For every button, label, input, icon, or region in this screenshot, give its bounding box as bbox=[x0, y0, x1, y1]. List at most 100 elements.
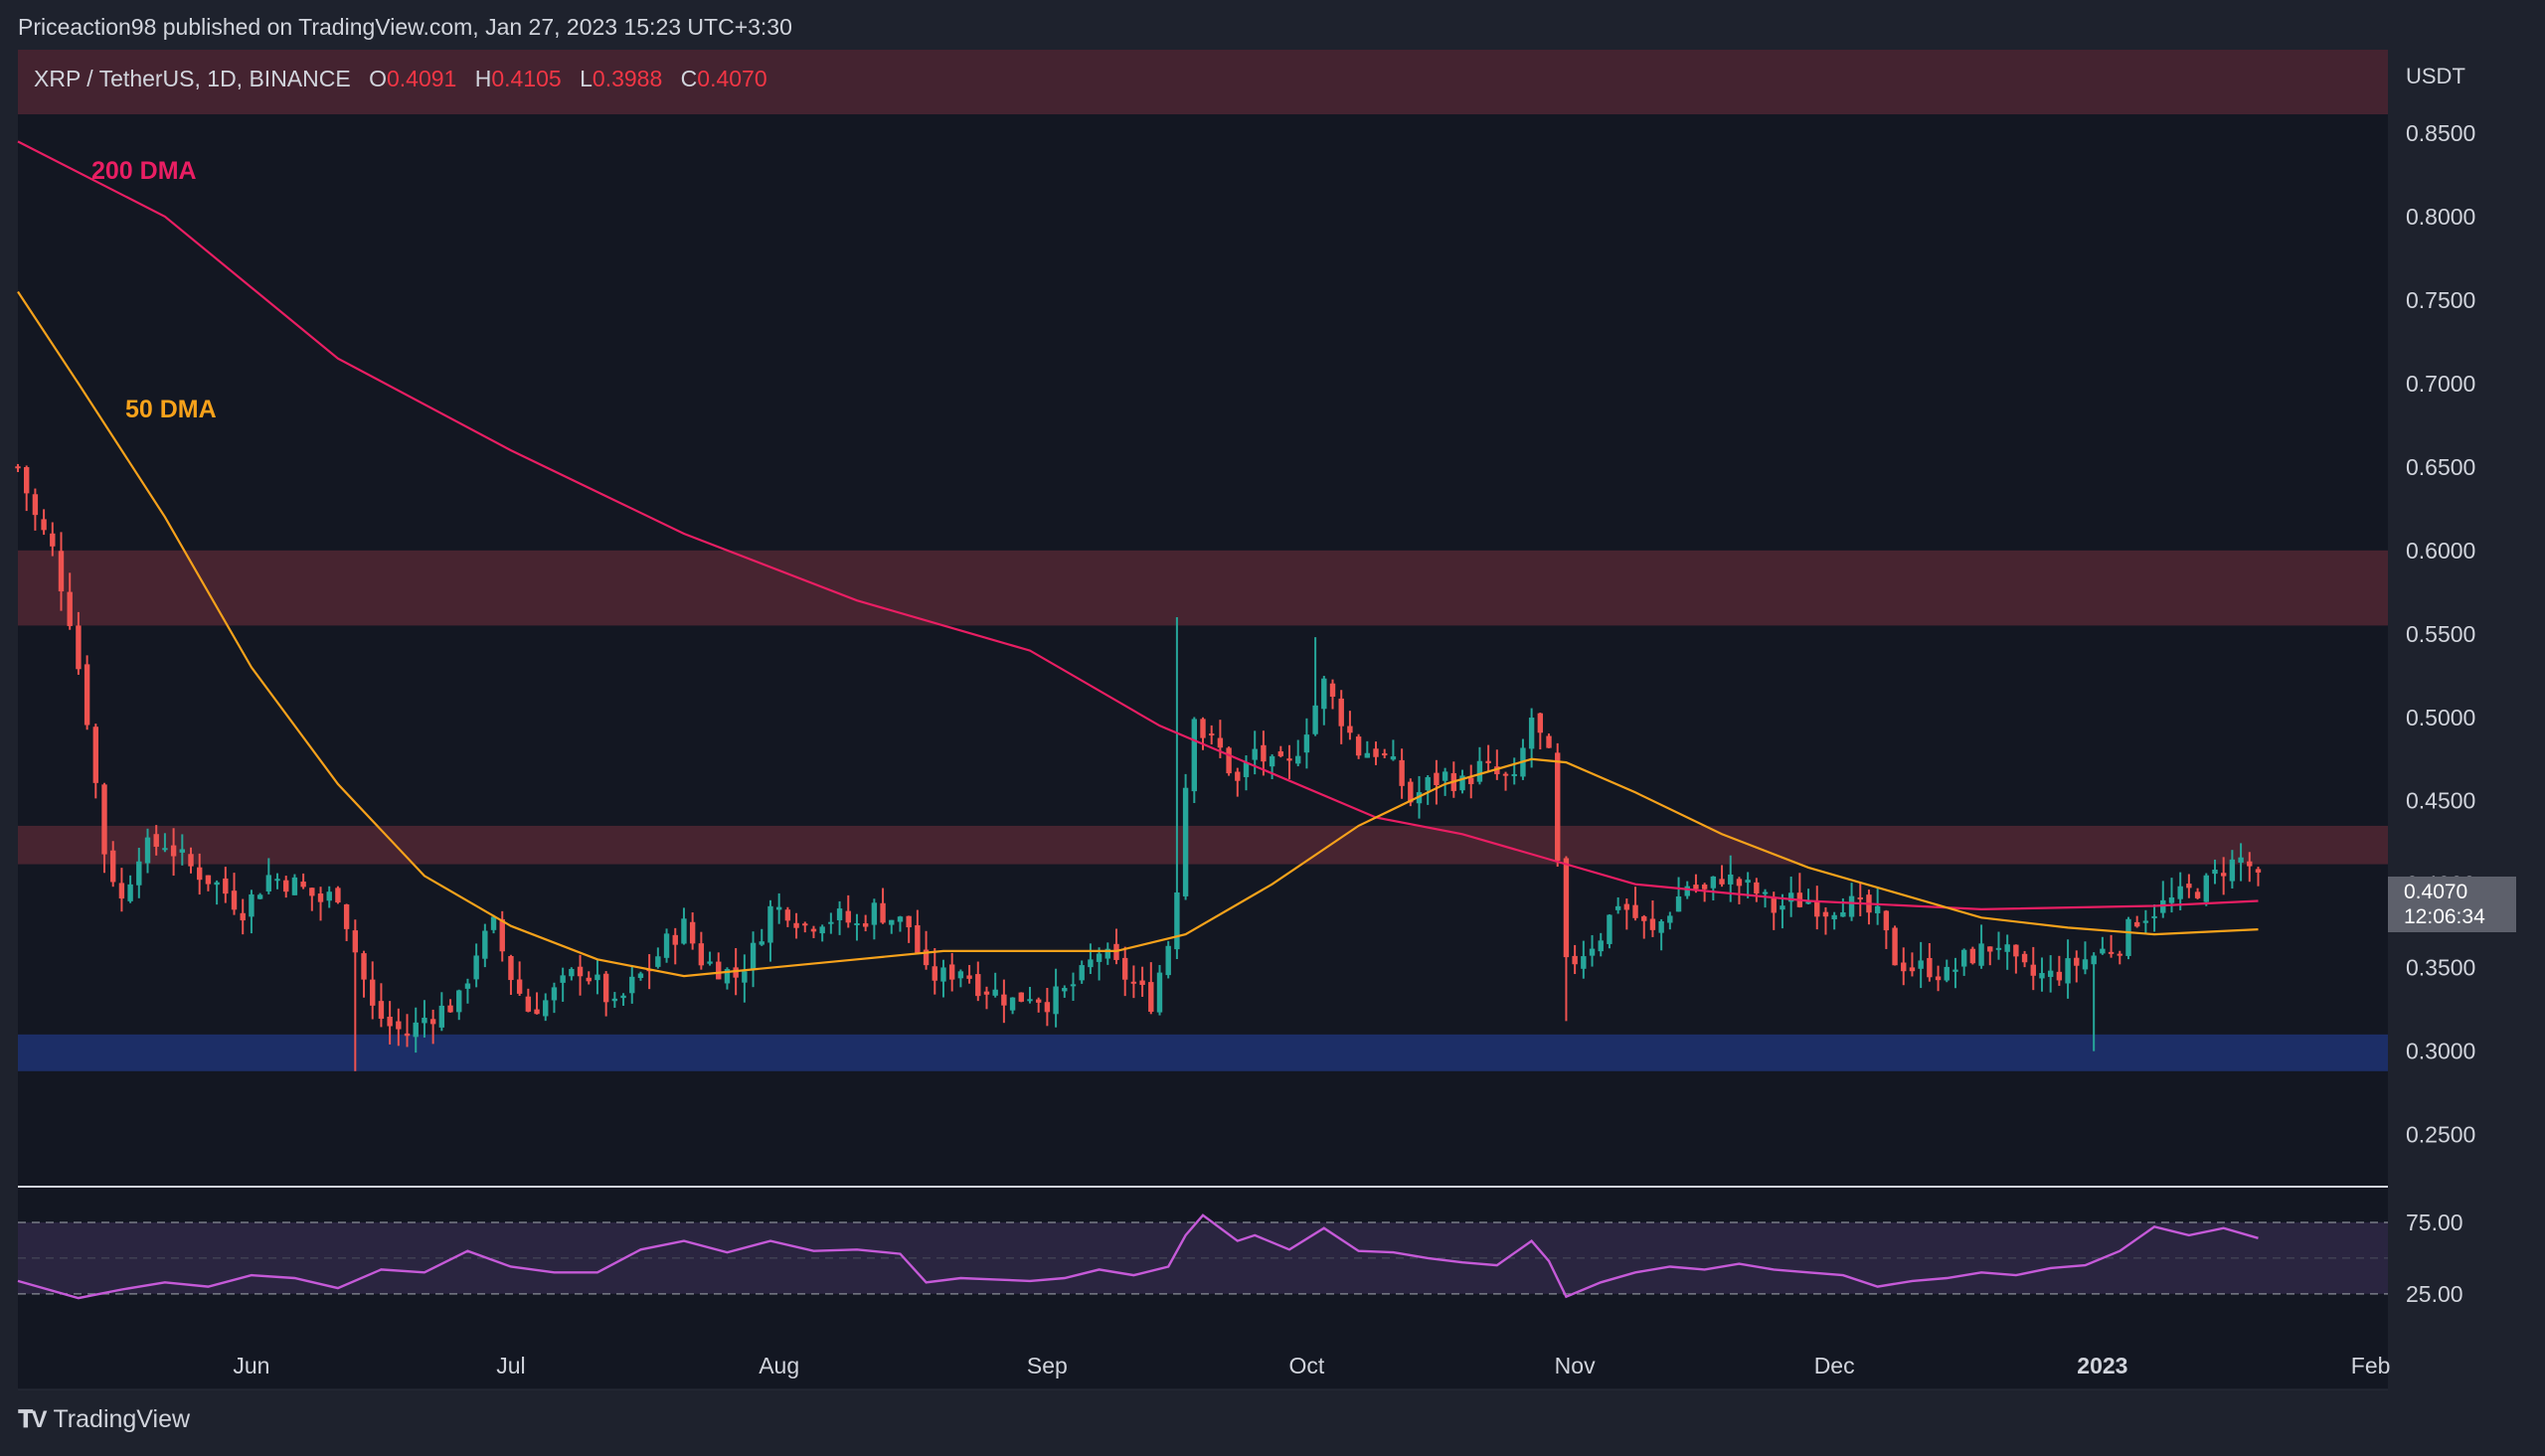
candle-body bbox=[602, 973, 609, 1003]
candle-body bbox=[543, 1000, 549, 1017]
time-axis: Jun Jul Aug Sep Oct Nov Dec 2023 Feb bbox=[18, 1353, 2390, 1390]
x-tick-label: Jun bbox=[233, 1353, 269, 1378]
low-label: L bbox=[580, 66, 593, 91]
candle-body bbox=[655, 956, 661, 967]
candle-body bbox=[1822, 911, 1829, 917]
candle-body bbox=[1459, 775, 1465, 791]
ohlc-legend: XRP / TetherUS, 1D, BINANCE O0.4091 H0.4… bbox=[34, 66, 767, 92]
close-label: C bbox=[680, 66, 698, 91]
candle-body bbox=[1321, 678, 1327, 710]
candle-body bbox=[1684, 886, 1690, 896]
y-tick-label: 0.4500 bbox=[2406, 788, 2475, 814]
candle-body bbox=[214, 882, 220, 886]
candle-body bbox=[1787, 892, 1794, 902]
candle-body bbox=[1044, 1002, 1051, 1013]
candle-body bbox=[663, 933, 670, 958]
candle-body bbox=[15, 466, 21, 469]
candle-body bbox=[2194, 891, 2201, 898]
y-tick-label: 0.6000 bbox=[2406, 538, 2475, 564]
candle-body bbox=[1502, 773, 1509, 776]
rsi-level-label: 25.00 bbox=[2406, 1281, 2463, 1307]
candle-body bbox=[1312, 705, 1318, 734]
candle-body bbox=[767, 905, 773, 943]
x-tick-label: Aug bbox=[759, 1353, 799, 1378]
candle-body bbox=[1555, 752, 1561, 862]
candle-body bbox=[1442, 771, 1448, 781]
candle-body bbox=[1614, 905, 1621, 910]
candle-body bbox=[1935, 976, 1942, 981]
candle-body bbox=[1780, 905, 1785, 910]
candle-body bbox=[404, 1033, 411, 1037]
candle-body bbox=[1581, 956, 1587, 969]
candle-body bbox=[2133, 921, 2140, 927]
candle-body bbox=[1182, 787, 1189, 896]
candle-body bbox=[473, 955, 479, 980]
candle-body bbox=[1995, 947, 2002, 950]
candle-body bbox=[784, 909, 791, 921]
candle-body bbox=[1191, 719, 1197, 792]
candle-body bbox=[932, 966, 937, 981]
y-tick-label: 0.5500 bbox=[2406, 621, 2475, 647]
candle-body bbox=[1027, 999, 1033, 1002]
candle-body bbox=[854, 922, 860, 925]
candle-body bbox=[2151, 915, 2157, 918]
candle-body bbox=[516, 979, 523, 994]
candle-body bbox=[1892, 927, 1898, 966]
last-price-value: 0.4070 bbox=[2404, 881, 2468, 903]
ma200-line bbox=[17, 140, 2259, 911]
candle-body bbox=[153, 834, 159, 847]
candle-body bbox=[1623, 903, 1630, 910]
candle-body bbox=[309, 888, 315, 896]
candle-body bbox=[724, 969, 731, 984]
candle-body bbox=[923, 949, 930, 966]
candle-body bbox=[810, 928, 817, 932]
candle-body bbox=[317, 893, 324, 902]
candle-body bbox=[1649, 918, 1656, 930]
candle-body bbox=[1286, 758, 1292, 761]
candle-body bbox=[1814, 900, 1820, 917]
footer-brand[interactable]: 𝐓V TradingView bbox=[18, 1405, 190, 1434]
candle-body bbox=[983, 991, 990, 995]
candle-body bbox=[620, 995, 626, 999]
candle-body bbox=[2177, 886, 2183, 899]
candle-body bbox=[1485, 760, 1491, 763]
candle-body bbox=[2186, 884, 2192, 889]
candle-body bbox=[1978, 943, 1984, 966]
candle-body bbox=[1148, 982, 1154, 1013]
candle-body bbox=[144, 837, 151, 864]
candle-body bbox=[1096, 953, 1103, 962]
brand-name: TradingView bbox=[53, 1405, 191, 1433]
y-tick-label: 0.3000 bbox=[2406, 1039, 2475, 1064]
candle-body bbox=[1918, 960, 1924, 969]
ma-layer bbox=[17, 140, 2259, 978]
candle-body bbox=[343, 904, 350, 929]
candle-body bbox=[1399, 759, 1405, 786]
x-tick-label: Jul bbox=[496, 1353, 525, 1378]
candle-body bbox=[569, 968, 575, 977]
x-tick-label: Sep bbox=[1027, 1353, 1068, 1378]
candle-body bbox=[2238, 857, 2244, 863]
candle-body bbox=[76, 625, 82, 670]
candle-body bbox=[1771, 896, 1777, 913]
candle-body bbox=[24, 467, 30, 494]
symbol-label[interactable]: XRP / TetherUS, 1D, BINANCE bbox=[34, 66, 351, 91]
candle-body bbox=[1537, 713, 1544, 733]
candle-body bbox=[352, 930, 359, 953]
open-value: 0.4091 bbox=[387, 66, 457, 91]
candle-body bbox=[429, 1019, 436, 1025]
ma200-label: 200 DMA bbox=[91, 157, 197, 185]
bar-countdown: 12:06:34 bbox=[2404, 905, 2485, 928]
candle-body bbox=[2091, 955, 2097, 965]
ma50-line bbox=[17, 290, 2259, 978]
candle-body bbox=[1209, 733, 1215, 736]
candle-body bbox=[1528, 718, 1535, 749]
candle-body bbox=[1563, 858, 1570, 958]
candle-body bbox=[742, 971, 748, 983]
candle-body bbox=[335, 888, 341, 903]
candle-body bbox=[188, 854, 194, 867]
candle-body bbox=[2220, 873, 2227, 877]
candle-body bbox=[1139, 980, 1145, 985]
last-price-tag: 0.4070 12:06:34 bbox=[2388, 877, 2516, 932]
candle-body bbox=[1425, 776, 1431, 791]
